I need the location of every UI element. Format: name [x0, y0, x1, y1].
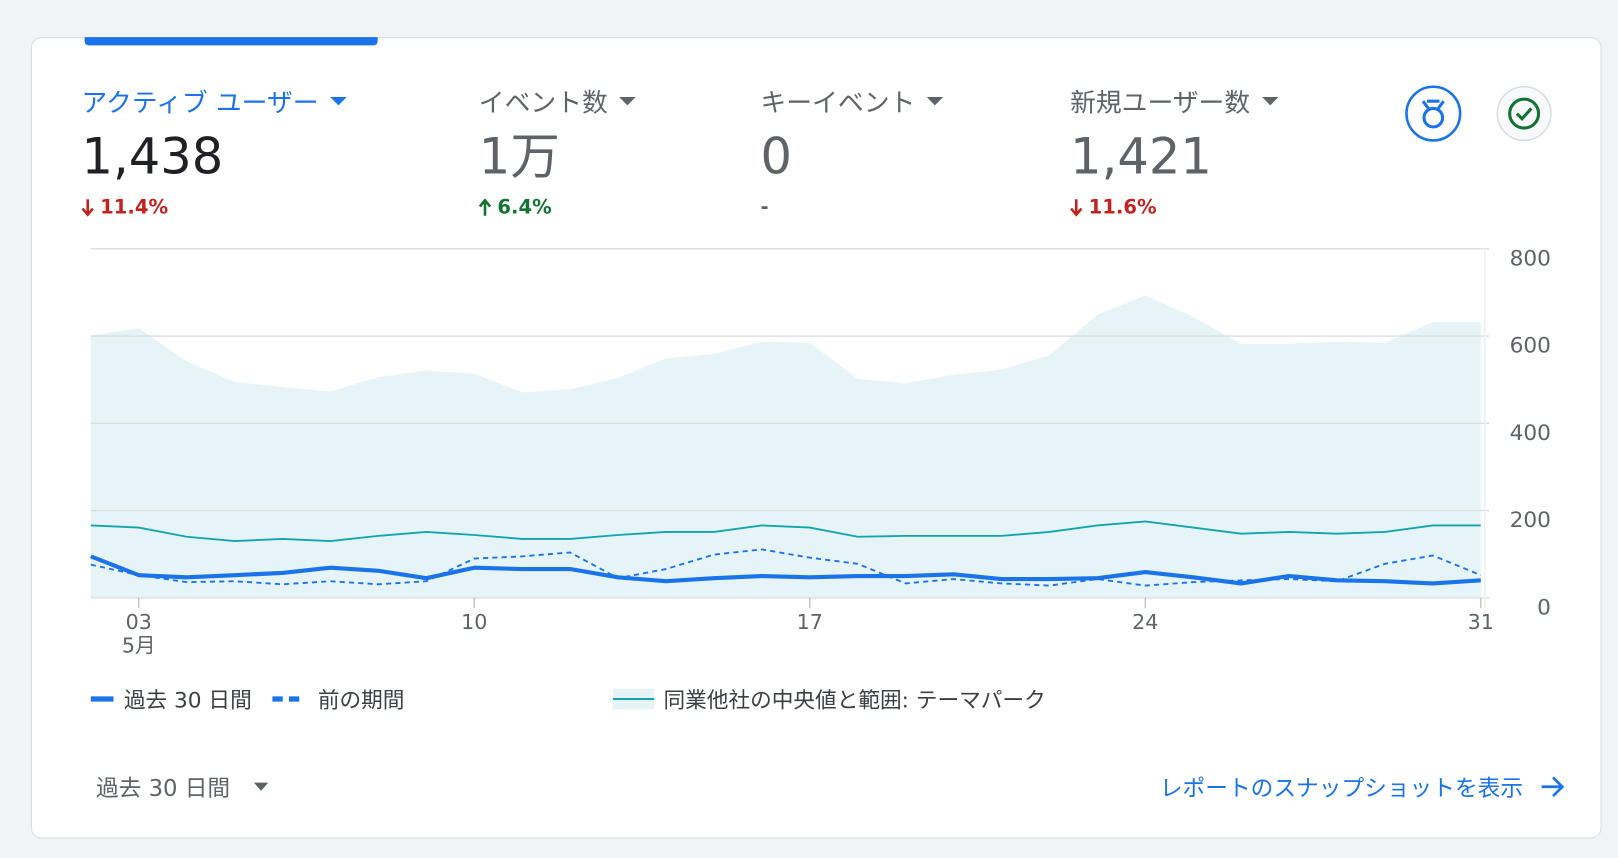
metric-change: -: [761, 196, 945, 219]
dropdown-icon: [253, 782, 269, 791]
metric-value: 1万: [478, 128, 560, 186]
legend-label: 同業他社の中央値と範囲: テーマパーク: [664, 688, 1046, 713]
dropdown-icon: [1261, 97, 1279, 106]
metric-value: 1,438: [81, 128, 224, 186]
x-month-label: 5月: [122, 634, 156, 658]
x-tick-label: 03: [126, 610, 152, 634]
triangle: [926, 97, 944, 106]
metric[interactable]: アクティブ ユーザー 1,438 11.4%: [82, 83, 348, 219]
x-tick-label: 17: [797, 610, 823, 634]
metric-label: 新規ユーザー数: [1070, 83, 1279, 120]
metric-name: キーイベント: [760, 87, 916, 118]
metric-label: アクティブ ユーザー: [82, 83, 348, 120]
benchmark-icon[interactable]: [1404, 85, 1462, 143]
metric-value: 0: [760, 128, 793, 186]
change-text: 11.6%: [1088, 196, 1157, 219]
x-tick-label: 10: [461, 610, 487, 634]
triangle: [1261, 97, 1279, 106]
metric-change: 6.4%: [478, 196, 637, 219]
triangle: [329, 97, 347, 106]
active-tab: [84, 37, 378, 46]
legend-label: 過去 30 日間: [124, 688, 252, 713]
metric-change: 11.6%: [1070, 196, 1279, 219]
period-select[interactable]: 過去 30 日間: [96, 770, 269, 803]
x-tick-label: 24: [1132, 610, 1158, 634]
y-tick-label: 0: [1537, 595, 1551, 620]
y-tick-label: 600: [1510, 334, 1551, 359]
metric-label: イベント数: [479, 83, 637, 120]
triangle: [619, 97, 636, 106]
metric-change: 11.4%: [81, 196, 348, 219]
arrow: [1070, 199, 1083, 217]
arrow: [478, 198, 492, 216]
metric-label: キーイベント: [761, 83, 945, 120]
arrow-icon: [1541, 776, 1565, 798]
y-tick-label: 400: [1510, 421, 1551, 446]
trend-arrow: [478, 198, 492, 216]
period-label: 過去 30 日間: [95, 776, 231, 803]
dropdown-icon: [329, 97, 347, 106]
metric: イベント数 1万 6.4%: [479, 83, 637, 219]
x-tick-label: 31: [1468, 610, 1494, 634]
metric-name: イベント数: [478, 87, 608, 118]
y-tick-label: 200: [1510, 508, 1551, 533]
link-text: レポートのスナップショットを表示: [1159, 776, 1524, 803]
y-tick-label: 800: [1510, 246, 1551, 271]
change-text: 6.4%: [497, 196, 552, 219]
legend-label: 前の期間: [318, 688, 405, 713]
series-line: [90, 520, 1481, 543]
dropdown-icon: [926, 97, 944, 106]
metric: 新規ユーザー数 1,421 11.6%: [1070, 83, 1279, 219]
trend-arrow: [1070, 199, 1083, 217]
trend-arrow: [81, 199, 94, 217]
range-area: [90, 295, 1481, 598]
metric-name: アクティブ ユーザー: [81, 87, 319, 118]
series-line: [90, 554, 1481, 586]
metric-value: 1,421: [1070, 128, 1212, 186]
arrow: [81, 199, 94, 217]
metric-name: 新規ユーザー数: [1070, 87, 1251, 118]
metric: キーイベント 0 -: [761, 83, 945, 219]
change-text: 11.4%: [100, 196, 169, 219]
dropdown-icon: [619, 97, 636, 106]
snapshot-link[interactable]: レポートのスナップショットを表示: [1160, 770, 1567, 803]
change-text: -: [760, 196, 769, 219]
status-icon[interactable]: [1495, 85, 1553, 143]
